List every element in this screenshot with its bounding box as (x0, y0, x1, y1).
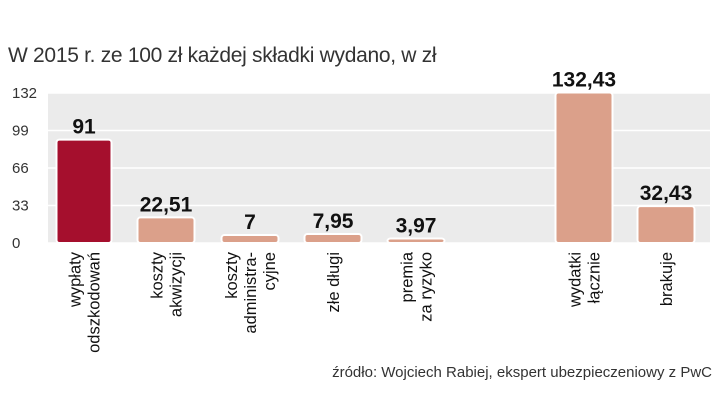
category-label: łącznie (586, 252, 604, 303)
source-note: źródło: Wojciech Rabiej, ekspert ubezpie… (332, 364, 712, 381)
data-label: 7 (244, 211, 256, 234)
data-label: 91 (72, 116, 96, 139)
y-tick-label: 33 (12, 198, 29, 215)
y-tick-label: 0 (12, 235, 20, 252)
x-axis-labels: wypłaty odszkodowań koszty akwizycji koszty a… (67, 251, 677, 353)
bar (55, 138, 113, 244)
y-tick-label: 66 (12, 160, 29, 177)
category-label: za ryzyko (418, 252, 436, 322)
y-axis: 0 33 66 99 132 (12, 85, 37, 252)
category-label: odszkodowań (86, 252, 104, 353)
category-label: wypłaty (67, 251, 85, 308)
value-labels: 91 22,51 7 7,95 3,97 132,43 32,43 (72, 69, 692, 238)
category-label: koszty (223, 251, 241, 299)
category-label: wydatki (567, 252, 585, 308)
data-label: 32,43 (640, 182, 693, 205)
data-label: 3,97 (396, 214, 437, 237)
bars (55, 91, 696, 245)
data-label: 22,51 (140, 193, 193, 216)
category-label: złe długi (325, 252, 343, 313)
bar (303, 232, 363, 245)
category-label: cyjne (261, 252, 279, 291)
category-label: akwizycji (168, 252, 186, 317)
chart-title: W 2015 r. ze 100 zł każdej składki wydan… (8, 44, 437, 67)
data-label: 7,95 (313, 210, 354, 233)
y-tick-label: 132 (12, 85, 37, 102)
bar (554, 91, 614, 244)
data-label: 132,43 (552, 69, 616, 92)
y-tick-label: 99 (12, 123, 29, 140)
category-label: premia (399, 251, 417, 302)
category-label: koszty (149, 251, 167, 299)
category-label: brakuje (658, 252, 676, 306)
bar (136, 216, 196, 245)
bar (636, 205, 696, 244)
bar (386, 237, 446, 244)
category-label: administra- (242, 252, 260, 334)
bar (220, 234, 280, 245)
